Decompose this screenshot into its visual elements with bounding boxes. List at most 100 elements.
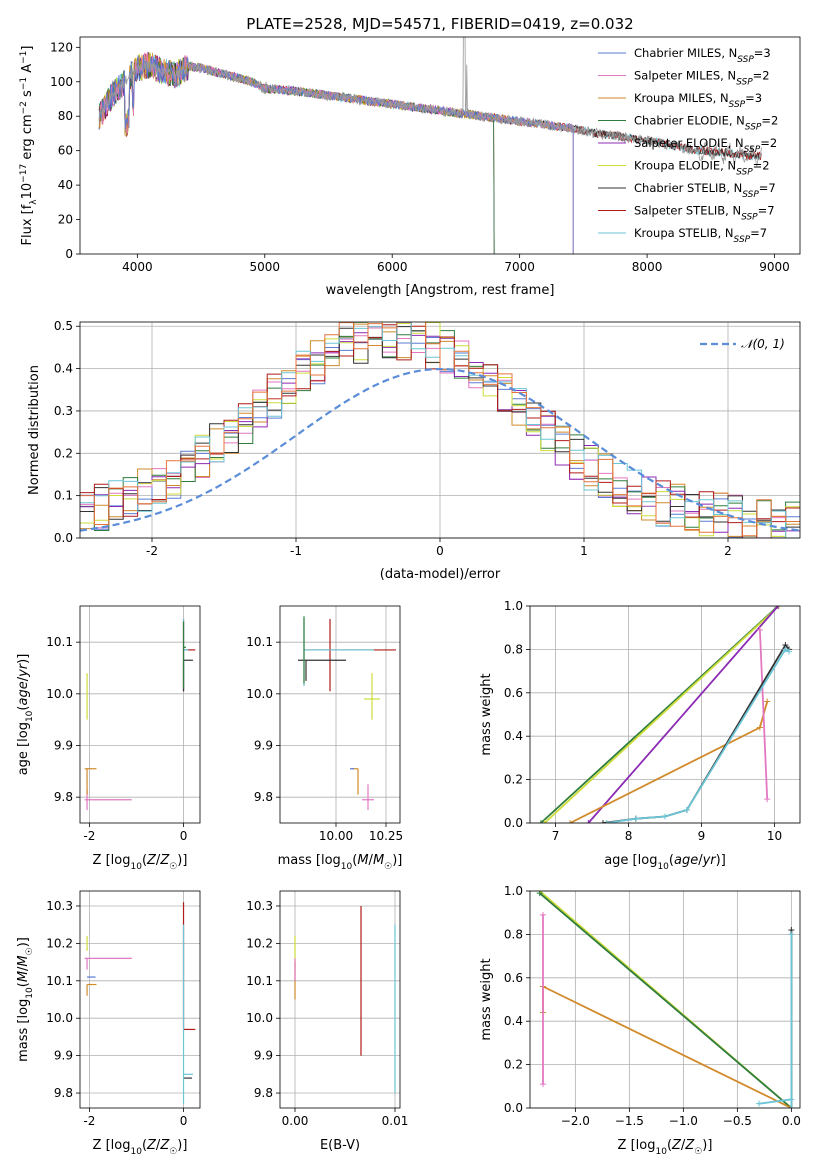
label-part: Z [log	[93, 853, 131, 868]
label-part: (	[352, 853, 357, 868]
label-part: 10	[657, 862, 669, 872]
label-part: Z	[684, 1138, 695, 1153]
plot-area	[530, 606, 800, 823]
y-tick-label: 10.0	[46, 1011, 73, 1025]
histograms	[80, 322, 800, 538]
label-part: A	[20, 64, 35, 77]
label-part: =2	[761, 114, 778, 128]
weight-point	[756, 626, 763, 633]
label-part: erg cm	[20, 114, 35, 163]
y-tick-label: 10.3	[46, 899, 73, 913]
y-tick-label: 80	[58, 109, 73, 123]
x-axis-label: wavelength [Angstrom, rest frame]	[326, 283, 555, 298]
label-part: E(B-V)	[320, 1138, 360, 1153]
y-tick-label: 10.0	[246, 687, 273, 701]
label-part: −2	[19, 101, 29, 114]
label-part: age	[674, 853, 698, 868]
weight-point	[539, 911, 546, 918]
errorbars	[298, 616, 396, 811]
label-part: /	[156, 1138, 161, 1153]
weight-point	[662, 813, 668, 820]
y-tick-label: 10.0	[46, 687, 73, 701]
legend-label: Salpeter ELODIE, NSSP=2	[634, 136, 777, 155]
x-tick-label: -2	[146, 544, 158, 558]
label-part: Z [log	[618, 1138, 656, 1153]
x-axis-label: age [log10(age/yr)]	[604, 853, 726, 872]
plot-frame	[529, 890, 801, 1109]
weight-point	[683, 806, 690, 813]
legend-label: Chabrier MILES, NSSP=3	[634, 46, 771, 65]
spectrum-panel: 4000 5000 6000 7000 8000 9000 0 20 40 60 80 100 120 C…	[19, 36, 801, 298]
weight-point	[775, 606, 782, 609]
label-part: 10	[341, 862, 353, 872]
plot-frame	[79, 321, 801, 539]
y-axis-label: mass [log10(M/M☉)]	[16, 937, 35, 1062]
weight-point	[585, 820, 592, 823]
x-tick-label: 10.25	[369, 829, 403, 843]
x-tick-label: 10.00	[319, 829, 353, 843]
y-axis-label: mass weight	[479, 958, 494, 1040]
plot-frame	[79, 890, 201, 1109]
y-tick-label: 9.9	[54, 1049, 73, 1063]
label-part: yr	[16, 662, 31, 678]
label-part: /	[16, 966, 31, 971]
x-tick-label: −2.0	[561, 1114, 590, 1128]
y-tick-label: 9.8	[54, 1086, 73, 1100]
legend-label: Chabrier STELIB, NSSP=7	[634, 181, 776, 200]
label-part: ☉	[25, 947, 35, 955]
plot-area	[280, 891, 400, 1108]
label-part: 10	[130, 862, 142, 872]
weight-line	[759, 629, 769, 800]
weight-point	[603, 820, 610, 823]
y-tick-label: 9.9	[254, 1049, 273, 1063]
mass-vs-ebv-panel: 0.00 0.01 9.8 9.9 10.0 10.1 10.2 10.3 E(B-V)	[246, 890, 409, 1153]
weight-point	[788, 931, 795, 938]
y-tick-label: 9.8	[254, 790, 273, 804]
legend-label: Kroupa ELODIE, NSSP=2	[634, 159, 770, 178]
label-part: ☉	[169, 1147, 177, 1157]
y-axis-label: Flux [fλ10−17 erg cm−2 s−1 A−1]	[19, 46, 39, 246]
weight-line	[542, 985, 792, 1108]
x-tick-label: 7	[552, 829, 560, 843]
weight-point	[786, 648, 793, 655]
x-tick-label: 0.0	[782, 1114, 801, 1128]
errorbars	[294, 905, 396, 1094]
y-tick-label: 10.1	[246, 974, 273, 988]
errorbars	[84, 902, 196, 1105]
label-part: =7	[759, 181, 776, 195]
label-part: =2	[753, 69, 770, 83]
y-tick-label: 0.6	[504, 971, 523, 985]
label-part: yr	[702, 853, 718, 868]
label-part: SSP	[744, 145, 761, 155]
label-part: (	[669, 853, 674, 868]
label-part: age	[16, 681, 31, 705]
y-tick-label: 0.2	[504, 773, 523, 787]
label-part: M	[16, 955, 31, 966]
y-tick-label: 10.2	[246, 936, 273, 950]
label-part: −1	[19, 77, 29, 90]
label-part: s	[20, 90, 35, 101]
label-part: ☉	[384, 862, 392, 872]
label-part: )]	[392, 853, 402, 868]
label-part: Z	[159, 853, 170, 868]
y-tick-label: 0.6	[504, 686, 523, 700]
label-part: =7	[750, 226, 767, 240]
y-tick-label: 10.0	[246, 1011, 273, 1025]
label-part: 10	[25, 987, 35, 999]
errorbars	[84, 618, 196, 811]
x-tick-label: 0.01	[382, 1114, 409, 1128]
y-tick-label: 20	[58, 213, 73, 227]
legend-label: Chabrier ELODIE, NSSP=2	[634, 114, 778, 133]
label-part: Chabrier MILES, N	[634, 46, 737, 60]
label-part: mass [log	[16, 999, 31, 1062]
x-tick-label: 0.00	[282, 1114, 309, 1128]
legend-label: Kroupa STELIB, NSSP=7	[634, 226, 767, 245]
weight-line	[587, 606, 779, 823]
y-tick-label: 0.2	[504, 1058, 523, 1072]
label-part: age [log	[16, 722, 31, 775]
y-tick-label: 0.4	[504, 1014, 523, 1028]
label-part: ☉	[694, 1147, 702, 1157]
x-tick-label: -1	[290, 544, 302, 558]
y-tick-label: 10.1	[46, 974, 73, 988]
label-part: Salpeter STELIB, N	[634, 204, 741, 218]
